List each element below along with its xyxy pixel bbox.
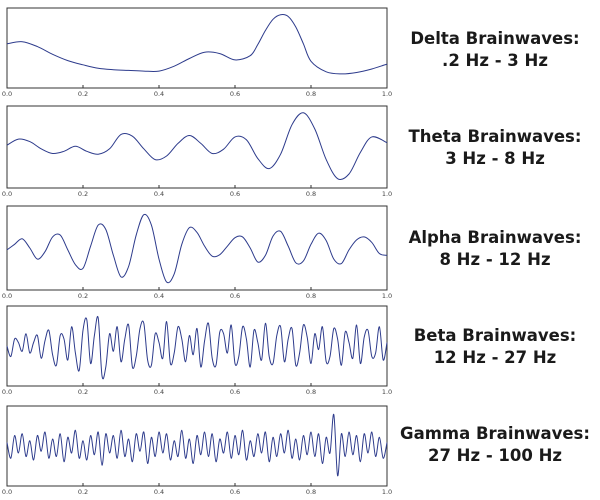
brainwave-plots: 0.0 0.2 0.4 0.6 0.8 1.00.0 0.2 0.4 0.6 0.8 1.00.0 0… [2, 7, 392, 496]
beta-xtick-label: 1.0 [382, 388, 392, 396]
theta-xtick-label: 0.8 [306, 190, 316, 198]
beta-waveform [6, 316, 388, 380]
alpha-xtick-label: 0.8 [306, 292, 316, 300]
alpha-xtick-label: 0.0 [2, 292, 12, 300]
alpha-xtick-label: 0.6 [230, 292, 240, 300]
theta-range: 3 Hz - 8 Hz [445, 149, 545, 168]
beta-title: Beta Brainwaves: [413, 326, 577, 345]
theta-title: Theta Brainwaves: [408, 127, 582, 146]
alpha-caption: Alpha Brainwaves: 8 Hz - 12 Hz [395, 227, 595, 271]
gamma-xtick-label: 0.6 [230, 488, 240, 496]
alpha-xtick-label: 1.0 [382, 292, 392, 300]
delta-plot: 0.0 0.2 0.4 0.6 0.8 1.0 [2, 7, 392, 98]
alpha-range: 8 Hz - 12 Hz [439, 250, 551, 269]
theta-xtick-label: 1.0 [382, 190, 392, 198]
delta-range: .2 Hz - 3 Hz [442, 51, 548, 70]
beta-frame [6, 305, 388, 387]
gamma-waveform [6, 413, 388, 477]
alpha-waveform [6, 213, 388, 284]
alpha-frame [6, 205, 388, 291]
theta-plot: 0.0 0.2 0.4 0.6 0.8 1.0 [2, 105, 392, 198]
gamma-frame [6, 405, 388, 487]
theta-xtick-label: 0.2 [78, 190, 88, 198]
gamma-title: Gamma Brainwaves: [400, 424, 590, 443]
delta-xtick-label: 0.4 [154, 90, 164, 98]
beta-caption: Beta Brainwaves: 12 Hz - 27 Hz [395, 325, 595, 369]
theta-frame [6, 105, 388, 189]
gamma-xtick-label: 1.0 [382, 488, 392, 496]
alpha-title: Alpha Brainwaves: [408, 228, 582, 247]
delta-xtick-label: 0.6 [230, 90, 240, 98]
theta-waveform [6, 112, 388, 181]
beta-plot: 0.0 0.2 0.4 0.6 0.8 1.0 [2, 305, 392, 396]
alpha-xtick-label: 0.4 [154, 292, 164, 300]
gamma-xtick-label: 0.4 [154, 488, 164, 496]
beta-xtick-label: 0.2 [78, 388, 88, 396]
delta-xtick-label: 0.2 [78, 90, 88, 98]
gamma-plot: 0.0 0.2 0.4 0.6 0.8 1.0 [2, 405, 392, 496]
delta-title: Delta Brainwaves: [410, 29, 580, 48]
beta-xtick-label: 0.6 [230, 388, 240, 396]
beta-xtick-label: 0.8 [306, 388, 316, 396]
gamma-caption: Gamma Brainwaves: 27 Hz - 100 Hz [395, 423, 595, 467]
theta-xtick-label: 0.0 [2, 190, 12, 198]
delta-xtick-label: 1.0 [382, 90, 392, 98]
alpha-xtick-label: 0.2 [78, 292, 88, 300]
delta-caption: Delta Brainwaves: .2 Hz - 3 Hz [395, 28, 595, 72]
theta-xtick-label: 0.6 [230, 190, 240, 198]
gamma-range: 27 Hz - 100 Hz [427, 446, 563, 465]
delta-xtick-label: 0.8 [306, 90, 316, 98]
beta-xtick-label: 0.0 [2, 388, 12, 396]
gamma-xtick-label: 0.8 [306, 488, 316, 496]
beta-xtick-label: 0.4 [154, 388, 164, 396]
theta-caption: Theta Brainwaves: 3 Hz - 8 Hz [395, 126, 595, 170]
alpha-plot: 0.0 0.2 0.4 0.6 0.8 1.0 [2, 205, 392, 300]
beta-range: 12 Hz - 27 Hz [433, 348, 557, 367]
delta-frame [6, 7, 388, 89]
theta-xtick-label: 0.4 [154, 190, 164, 198]
delta-xtick-label: 0.0 [2, 90, 12, 98]
gamma-xtick-label: 0.2 [78, 488, 88, 496]
gamma-xtick-label: 0.0 [2, 488, 12, 496]
delta-waveform [6, 14, 388, 75]
